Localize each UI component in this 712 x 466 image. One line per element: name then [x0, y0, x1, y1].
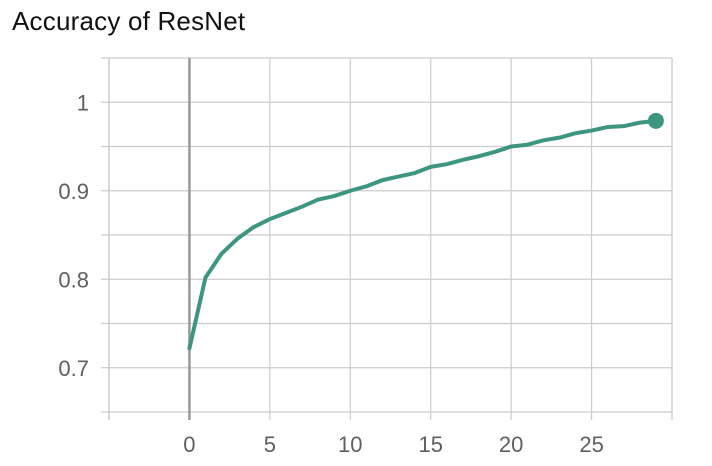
y-tick-label: 0.9 — [58, 179, 89, 204]
series-layer — [187, 112, 664, 351]
x-tick-label: 20 — [499, 432, 523, 457]
chart-title: Accuracy of ResNet — [12, 6, 246, 36]
x-tick-label: 0 — [183, 432, 195, 457]
x-tick-label: 15 — [418, 432, 442, 457]
grid — [101, 57, 673, 420]
x-tick-label: 25 — [579, 432, 603, 457]
series-endpoint-marker — [647, 112, 664, 129]
y-tick-label: 1 — [77, 90, 89, 115]
x-tick-label: 10 — [338, 432, 362, 457]
y-tick-label: 0.7 — [58, 356, 89, 381]
series-line — [187, 118, 658, 351]
tick-labels: 0.70.80.910 5 10 15 20 25 — [58, 90, 603, 457]
y-tick-label: 0.8 — [58, 267, 89, 292]
axes — [108, 58, 673, 420]
x-tick-label: 5 — [264, 432, 276, 457]
